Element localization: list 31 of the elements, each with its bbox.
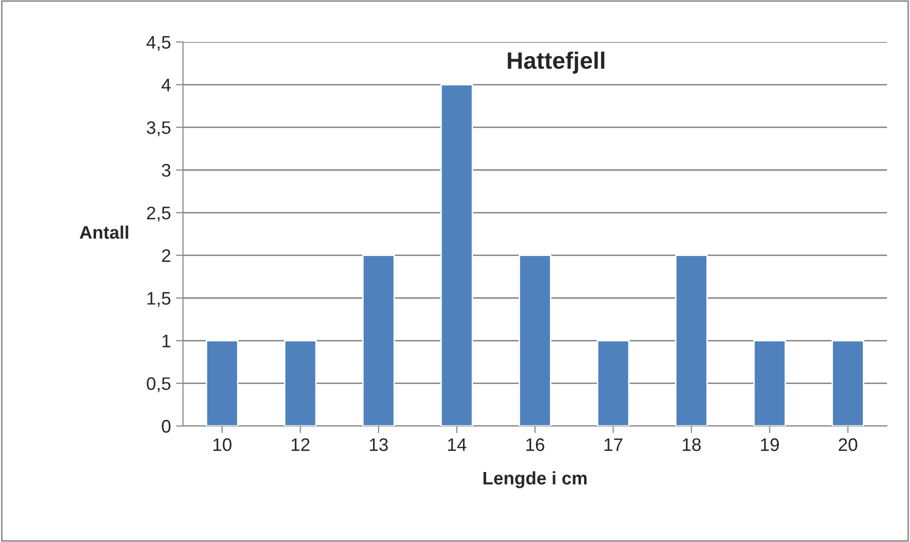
- bar: [596, 340, 630, 426]
- x-tick-label: 19: [761, 438, 779, 452]
- y-tick-label: 4,5: [146, 36, 170, 51]
- y-tick-label: 1,5: [147, 292, 170, 307]
- y-tick-label: 2,5: [147, 206, 170, 222]
- y-tick-label: 4: [162, 78, 171, 92]
- x-tick-label: 10: [213, 438, 232, 452]
- y-tick-label: 3,5: [146, 121, 170, 136]
- x-tick-label: 13: [370, 438, 388, 452]
- y-tick-label: 0: [162, 420, 170, 433]
- x-tick-label: 17: [604, 438, 622, 451]
- bar: [832, 340, 864, 426]
- y-tick-label: 1: [162, 334, 170, 348]
- chart-title: Hattefjell: [508, 52, 604, 74]
- bar: [362, 254, 395, 426]
- y-tick-label: 3: [162, 164, 170, 177]
- bar: [675, 254, 708, 426]
- x-tick-label: 20: [838, 438, 858, 452]
- bar: [753, 340, 786, 426]
- y-tick-label: 0,5: [146, 377, 170, 392]
- x-tick-label: 14: [448, 438, 466, 451]
- y-axis-title: Antall: [80, 226, 128, 239]
- x-tick-label: 18: [682, 438, 701, 452]
- x-axis-title: Lengde i cm: [484, 471, 587, 488]
- y-tick-label: 2: [162, 249, 170, 262]
- x-tick-label: 12: [292, 438, 310, 451]
- bar: [440, 84, 474, 426]
- bar: [206, 340, 238, 426]
- bar: [518, 254, 552, 426]
- bar: [284, 340, 317, 426]
- x-tick-label: 16: [526, 438, 544, 452]
